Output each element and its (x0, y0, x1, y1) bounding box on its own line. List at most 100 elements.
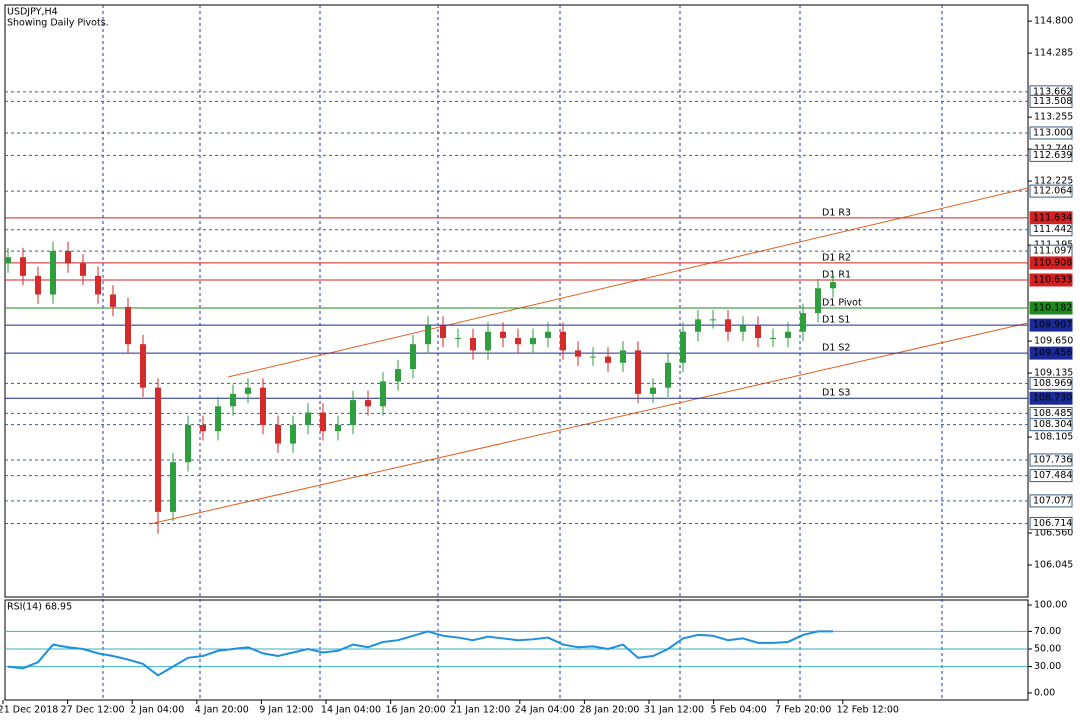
level-box (1029, 94, 1073, 108)
candle-body (230, 393, 236, 407)
x-tick-label: 9 Jan 12:00 (259, 705, 313, 716)
level-box (1029, 301, 1073, 315)
y-tick-label: 108.105 (1034, 432, 1073, 443)
level-box (1029, 391, 1073, 405)
candle-body (350, 400, 356, 425)
x-tick-label: 28 Jan 20:00 (579, 705, 639, 716)
level-label: 108.969 (1033, 378, 1072, 389)
y-tick-label: 114.800 (1034, 16, 1073, 27)
x-tick-label: 2 Jan 04:00 (130, 705, 184, 716)
candle-body (50, 250, 56, 295)
level-label: 107.484 (1033, 470, 1072, 481)
candle-body (110, 294, 116, 307)
y-tick-label: 114.285 (1034, 48, 1073, 59)
level-label: 111.442 (1033, 224, 1072, 235)
level-label: 112.064 (1033, 186, 1072, 197)
x-tick-label: 21 Jan 12:00 (450, 705, 510, 716)
candle-body (785, 331, 791, 338)
level-box (1029, 469, 1073, 483)
candle-body (380, 381, 386, 407)
rsi-frame (4, 599, 1029, 701)
candle-body (560, 331, 566, 351)
pivot-label: D1 Pivot (822, 298, 862, 309)
y-tick-label: 109.650 (1034, 336, 1073, 347)
pivot-label: D1 S3 (822, 388, 850, 399)
y-tick-label: 112.225 (1034, 176, 1073, 187)
pivot-label: D1 S1 (822, 315, 850, 326)
pivot-label: D1 R2 (822, 252, 851, 263)
candle-body (575, 350, 581, 357)
candle-body (305, 412, 311, 425)
candle-body (440, 325, 446, 338)
y-tick-label: 70.00 (1034, 626, 1061, 637)
level-label: 113.662 (1033, 86, 1072, 97)
candle-body (260, 387, 266, 425)
level-label: 108.304 (1033, 419, 1072, 430)
level-box (1029, 516, 1073, 530)
candle-body (290, 424, 296, 444)
candle-body (590, 356, 596, 358)
y-tick-label: 113.255 (1034, 112, 1073, 123)
candle-body (725, 319, 731, 332)
candle-body (245, 387, 251, 394)
level-label: 110.908 (1033, 257, 1072, 268)
level-label: 113.508 (1033, 96, 1072, 107)
candle-body (650, 387, 656, 394)
level-box (1029, 376, 1073, 390)
level-label: 111.097 (1033, 246, 1072, 257)
y-tick-label: 100.00 (1034, 600, 1067, 611)
level-box (1029, 256, 1073, 270)
time-grid (102, 5, 943, 700)
level-box (1029, 318, 1073, 332)
candle-body (425, 325, 431, 345)
level-label: 112.639 (1033, 150, 1072, 161)
level-box (1029, 126, 1073, 140)
y-tick-label: 109.135 (1034, 368, 1073, 379)
rsi-title: RSI(14) 68.95 (7, 602, 72, 613)
rsi-line (7, 630, 833, 677)
candle-body (545, 331, 551, 338)
level-label: 107.077 (1033, 495, 1072, 506)
candle-body (620, 350, 626, 363)
level-box (1029, 418, 1073, 432)
x-tick-label: 14 Jan 04:00 (321, 705, 381, 716)
level-label: 109.456 (1033, 348, 1072, 359)
level-label: 106.714 (1033, 518, 1072, 529)
level-box (1029, 184, 1073, 198)
candle-body (215, 406, 221, 432)
x-tick-label: 21 Dec 2018 (0, 705, 58, 716)
y-tick-label: 106.560 (1034, 528, 1073, 539)
x-tick-label: 16 Jan 20:00 (386, 705, 446, 716)
candle-body (500, 331, 506, 338)
candle-body (80, 263, 86, 276)
level-box (1029, 453, 1073, 467)
y-tick-label: 0.00 (1034, 687, 1055, 698)
candle-body (35, 275, 41, 295)
candle-body (125, 306, 131, 345)
candle-body (635, 350, 641, 394)
candle-body (335, 424, 341, 432)
candle-body (185, 424, 191, 463)
candle-body (815, 288, 821, 314)
pivot-label: D1 R1 (822, 270, 851, 281)
candle-body (485, 331, 491, 351)
level-box (1029, 273, 1073, 287)
level-box (1029, 346, 1073, 360)
candle-body (530, 337, 536, 345)
subtitle: Showing Daily Pivots. (7, 18, 109, 29)
candle-body (95, 275, 101, 295)
x-tick-label: 24 Jan 04:00 (515, 705, 575, 716)
y-tick-label: 50.00 (1034, 643, 1061, 654)
candle-body (755, 325, 761, 338)
candle-body (140, 344, 146, 388)
candle-body (680, 331, 686, 363)
candle-body (830, 282, 836, 289)
level-label: 113.000 (1033, 127, 1072, 138)
symbol: USDJPY,H4 (7, 7, 58, 18)
x-tick-label: 7 Feb 20:00 (775, 705, 831, 716)
level-label: 109.907 (1033, 320, 1072, 331)
y-tick-label: 106.045 (1034, 560, 1073, 571)
channel (149, 187, 1029, 525)
candle-body (515, 337, 521, 345)
